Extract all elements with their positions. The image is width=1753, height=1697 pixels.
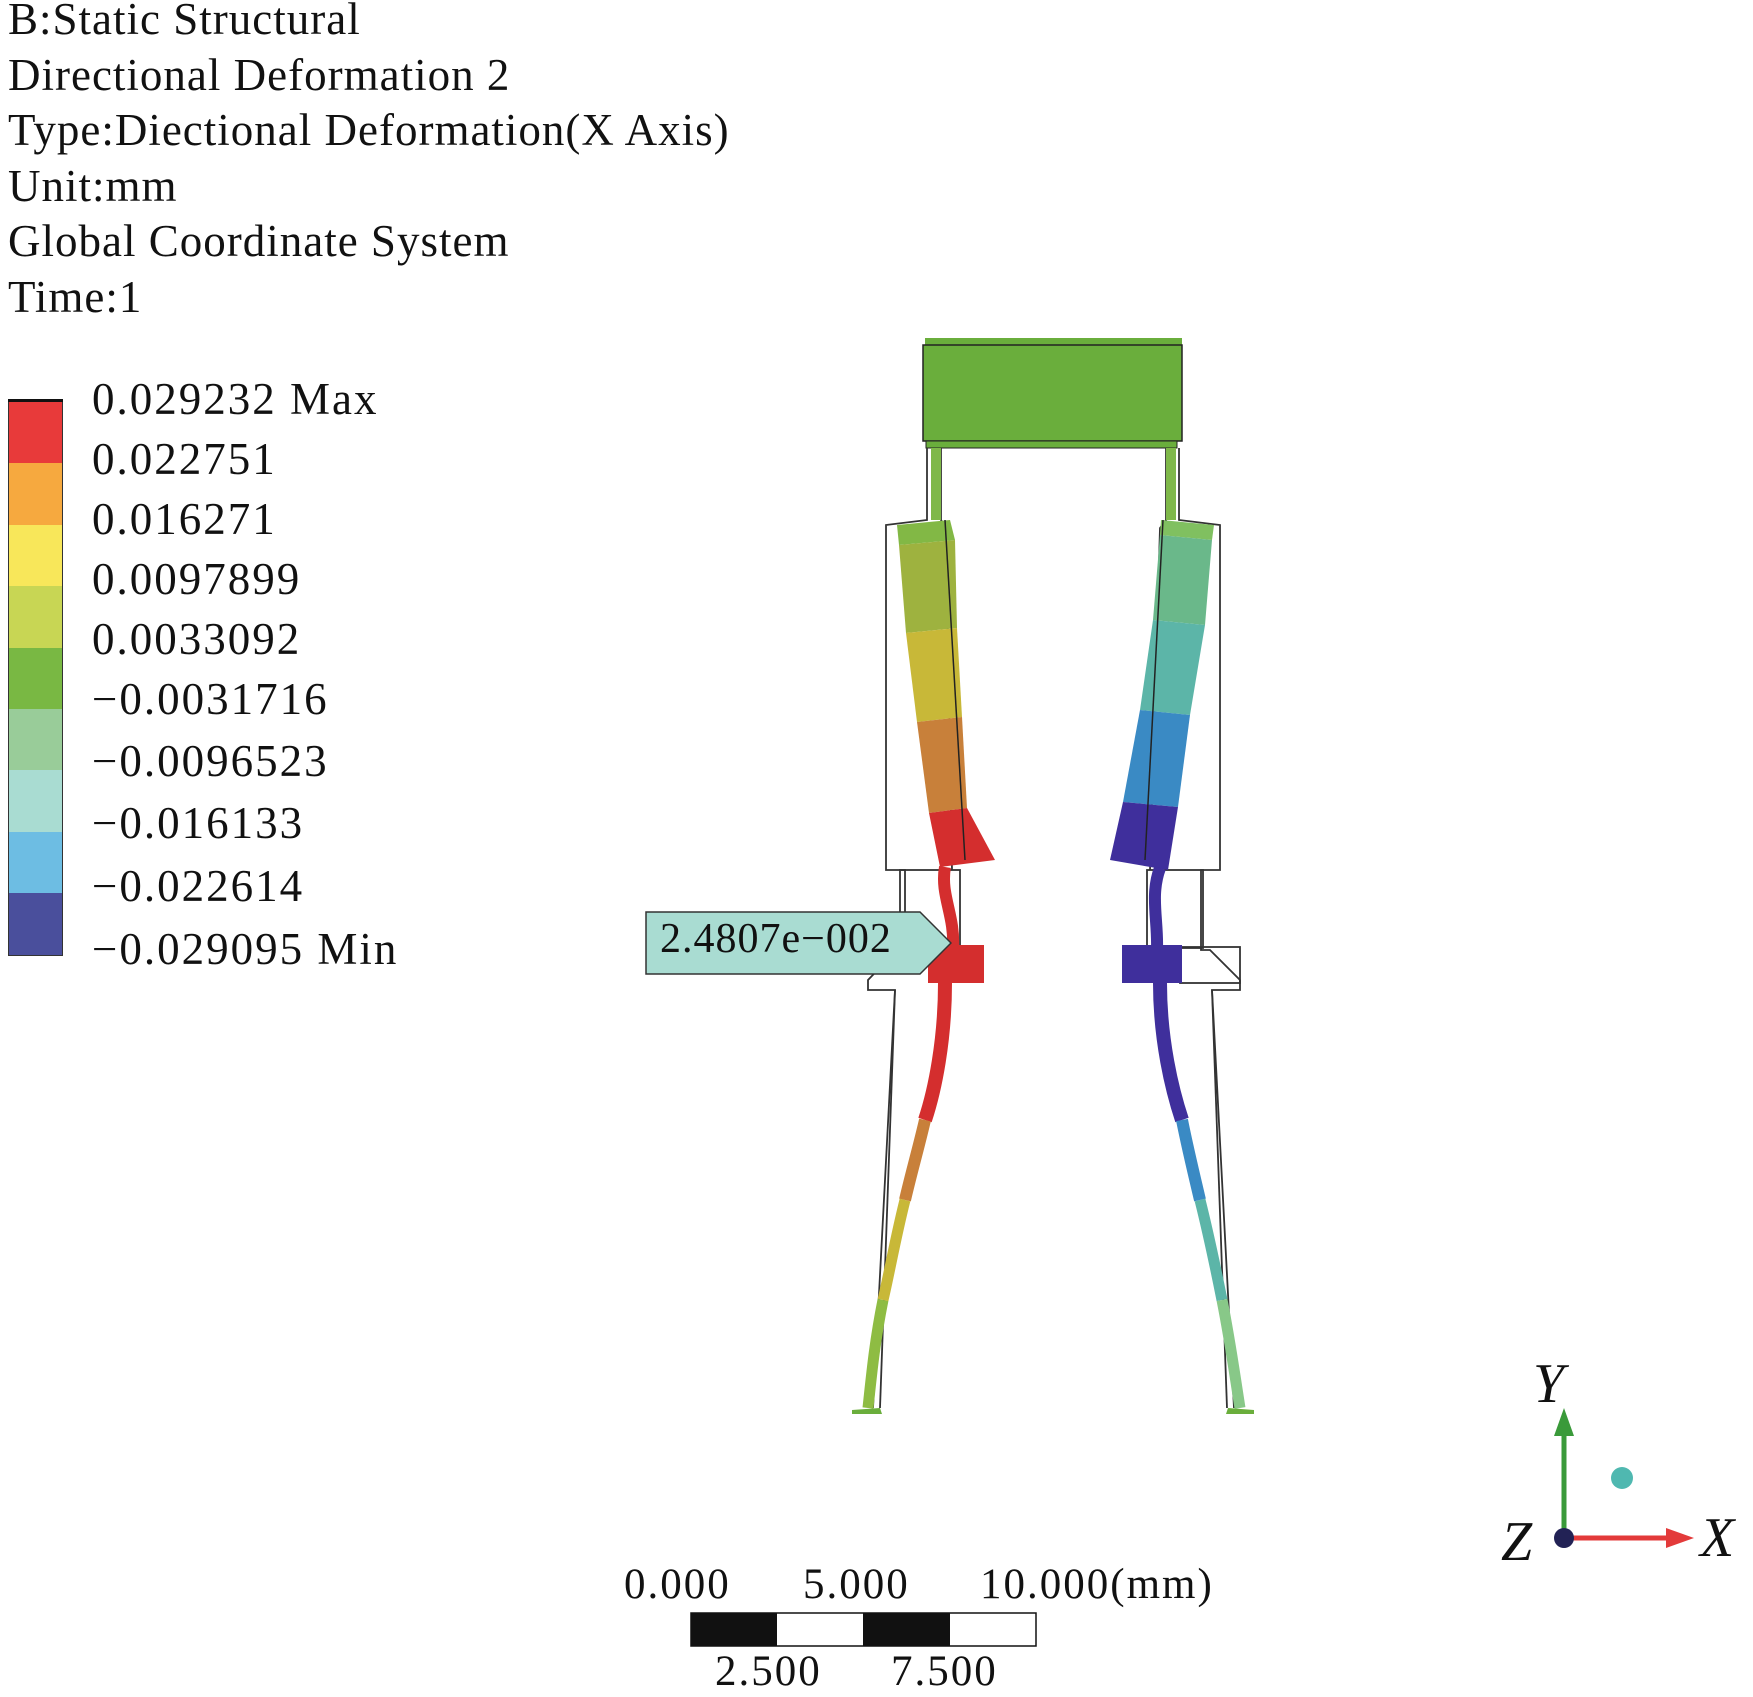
top-block xyxy=(922,338,1183,449)
header-line-analysis: B:Static Structural xyxy=(8,0,361,44)
legend-label-min: −0.029095 Min xyxy=(92,924,399,974)
probe-callout-shape xyxy=(645,911,952,975)
scale-label-10: 10.000(mm) xyxy=(980,1561,1214,1608)
header-line-coordinate-system: Global Coordinate System xyxy=(8,216,510,266)
scale-bar-graphic xyxy=(690,1612,1037,1647)
legend-swatch xyxy=(9,893,62,955)
legend-color-bar xyxy=(8,402,63,956)
legend-swatch xyxy=(9,586,62,648)
header-line-time: Time:1 xyxy=(8,271,143,322)
legend-label: −0.0031716 xyxy=(92,674,329,724)
legend-label: −0.0096523 xyxy=(92,736,329,786)
legend-swatch xyxy=(9,402,62,464)
legend-swatch xyxy=(9,463,62,525)
header-line-result-name: Directional Deformation 2 xyxy=(8,49,511,100)
legend-swatch xyxy=(9,831,62,894)
legend-label-max: 0.029232 Max xyxy=(92,374,379,424)
probe-value: 2.4807e−002 xyxy=(660,916,892,962)
legend-swatch xyxy=(9,770,62,832)
right-arm xyxy=(1110,448,1254,1414)
legend-swatch xyxy=(9,524,62,587)
legend-swatch xyxy=(9,647,62,709)
legend-label: 0.0033092 xyxy=(92,614,302,664)
triad-graphic xyxy=(1554,1408,1694,1548)
result-info-header: B:Static Structural Directional Deformat… xyxy=(8,0,730,325)
legend-label: 0.016271 xyxy=(92,494,277,544)
header-line-unit: Unit:mm xyxy=(8,160,178,211)
triad-z-label: Z xyxy=(1501,1511,1533,1573)
legend-label: 0.0097899 xyxy=(92,554,302,604)
triad-y-label: Y xyxy=(1533,1353,1565,1415)
legend-label: −0.022614 xyxy=(92,861,305,911)
header-line-type: Type:Diectional Deformation(X Axis) xyxy=(8,105,730,155)
legend-label: −0.016133 xyxy=(92,798,305,848)
triad-x-label: X xyxy=(1700,1507,1735,1569)
scale-label-2-5: 2.500 xyxy=(715,1648,822,1695)
legend-swatch xyxy=(9,708,62,771)
left-arm xyxy=(852,448,995,1414)
legend-label: 0.022751 xyxy=(92,434,277,484)
scale-label-0: 0.000 xyxy=(624,1561,731,1608)
scale-label-5: 5.000 xyxy=(803,1561,910,1608)
scale-label-7-5: 7.500 xyxy=(891,1648,998,1695)
probe-annotation[interactable]: 2.4807e−002 xyxy=(645,911,952,975)
legend-max-line xyxy=(8,399,63,402)
